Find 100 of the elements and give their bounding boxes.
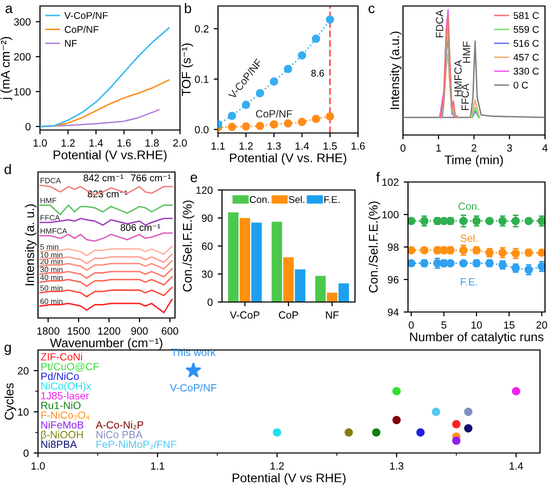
y-tick-label: 0: [26, 123, 31, 130]
y-tick-label: 20: [18, 367, 29, 374]
text: Ru1-NiO: [41, 401, 81, 410]
series-label: CoP/NF: [256, 110, 292, 118]
text: NiCo(OH)x: [41, 382, 92, 392]
text: ZIF-CoNi: [40, 352, 82, 361]
chart-title: c: [368, 6, 375, 14]
series-label: F.E.: [460, 278, 478, 286]
annotation: FFCA: [461, 84, 469, 110]
y-tick-label: 100: [382, 211, 399, 218]
y-axis-title: Intensity (a.u.): [390, 32, 402, 109]
y-tick-label: 0: [208, 298, 213, 306]
text: FeP-NiMoP₂/FNF: [96, 440, 176, 449]
x-tick-label: 1.3: [268, 142, 281, 150]
annotation: 806 cm⁻¹: [120, 224, 160, 231]
chart-title: f: [376, 172, 380, 182]
x-tick-label: 1.8: [146, 139, 159, 147]
chart-title: b: [184, 3, 192, 14]
y-tick-label: 60: [202, 242, 213, 250]
legend-label: CoP/NF: [64, 26, 98, 33]
y-tick-label: 0.2: [194, 25, 208, 33]
legend-label: Con.: [250, 196, 269, 203]
x-tick-label: 0: [400, 144, 406, 152]
x-tick-label: 1.3: [390, 462, 404, 470]
y-tick-label: 94: [388, 308, 399, 316]
x-tick-label: 1.6: [352, 142, 365, 150]
x-tick-label: 3: [507, 144, 512, 152]
legend-label: NF: [65, 40, 77, 47]
chart-title: d: [4, 164, 11, 174]
y-tick-label: 0.1: [194, 76, 208, 83]
x-tick-label: 1200: [98, 327, 120, 335]
x-tick-label: 15: [504, 321, 514, 329]
y-tick-label: 200: [14, 53, 31, 61]
y-tick-label: 0.0: [194, 126, 209, 134]
y-axis-title: TOF (s⁻¹): [181, 43, 194, 96]
x-tick-label: 1.0: [34, 139, 47, 147]
x-tick-label: 5: [441, 321, 446, 329]
x-tick-label: 1500: [68, 327, 90, 335]
x-tick-label: V-CoP: [230, 311, 260, 319]
annotation: This work: [171, 348, 216, 356]
x-tick-label: 1.4: [296, 142, 309, 150]
legend-label: Sel.: [288, 196, 304, 203]
text: 842 cm⁻¹: [84, 174, 124, 182]
y-axis-title: Con./Sel.F.E.(%): [182, 200, 194, 292]
x-tick-label: 1.2: [62, 139, 75, 147]
x-tick-label: 10: [472, 321, 482, 329]
x-tick-label: 20: [536, 321, 548, 329]
text: NiFeMoB: [41, 420, 84, 429]
y-axis-title: Intensity (a. u.): [24, 204, 37, 286]
x-tick-label: 1.4: [90, 139, 103, 147]
x-tick-label: 2: [472, 144, 476, 152]
x-tick-label: 1.2: [240, 142, 253, 150]
legend-label: V-CoP/NF: [64, 12, 108, 19]
y-tick-label: 10: [18, 408, 29, 416]
x-tick-label: 4: [542, 144, 548, 152]
x-axis-title: Number of catalytic runs: [410, 332, 544, 344]
y-tick-label: 0: [24, 450, 29, 457]
x-tick-label: 1.6: [118, 139, 131, 147]
y-tick-label: 96: [388, 276, 399, 284]
text: 1J85-laser: [41, 392, 89, 400]
x-axis-title: Time (min): [444, 155, 503, 167]
x-tick-label: 1.4: [510, 462, 524, 470]
y-axis-title: Con./Sel.F.E.(%): [368, 202, 380, 293]
x-tick-label: 2.0: [173, 139, 187, 147]
x-tick-label: 0: [408, 321, 414, 329]
legend-label: 0 C: [514, 82, 528, 89]
y-tick-label: 120: [196, 186, 213, 194]
series-label: V-CoP/NF: [170, 384, 216, 392]
x-tick-label: 1.1: [151, 462, 164, 470]
x-tick-label: 1.2: [270, 462, 284, 470]
y-tick-label: 102: [382, 178, 398, 186]
legend-label: 516 C: [514, 40, 539, 47]
text: Pd/NiCo: [41, 372, 79, 380]
y-axis-title: Cycles: [4, 383, 16, 420]
y-tick-label: 30: [202, 270, 213, 278]
annotation: HMFCA: [454, 60, 462, 96]
x-tick-label: NF: [326, 311, 339, 319]
series-label: Con.: [458, 202, 480, 210]
x-tick-label: 600: [162, 327, 178, 335]
chart-title: g: [4, 344, 11, 355]
text: Pt/CuO@CF: [41, 362, 99, 372]
x-tick-label: 1.0: [32, 462, 45, 470]
y-tick-label: 300: [14, 18, 31, 26]
y-tick-label: 90: [202, 214, 213, 222]
x-tick-label: 1800: [37, 327, 60, 335]
annotation: FDCA: [436, 10, 444, 38]
x-tick-label: 1.5: [324, 142, 337, 150]
x-axis-title: Wavenumber (cm⁻¹): [50, 338, 162, 350]
x-axis-title: Potential (V vs RHE): [232, 473, 346, 485]
legend-label: 330 C: [514, 68, 539, 75]
series-label: Sel.: [460, 234, 478, 242]
chart-title: a: [6, 6, 13, 14]
x-axis-title: Potential (V vs. RHE): [230, 153, 346, 165]
text: β-NiOOH: [41, 430, 83, 440]
chart-title: e: [190, 174, 198, 182]
x-axis-title: Potential (V vs.RHE): [54, 150, 167, 162]
y-tick-label: 100: [14, 88, 31, 96]
legend-label: 559 C: [514, 26, 539, 33]
x-tick-label: 1.1: [212, 142, 225, 150]
text: NiCo PBA: [96, 430, 143, 438]
